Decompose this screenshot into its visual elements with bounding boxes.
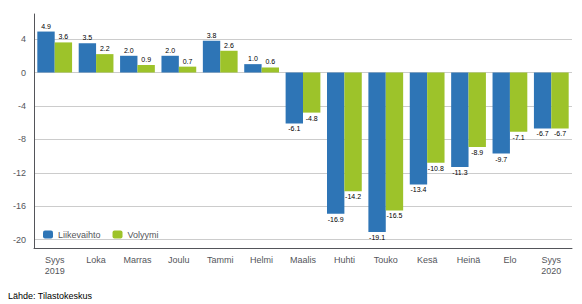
svg-text:Elo: Elo xyxy=(503,255,516,265)
svg-text:2.2: 2.2 xyxy=(100,45,110,52)
svg-text:-13.4: -13.4 xyxy=(410,186,426,193)
svg-text:1.0: 1.0 xyxy=(248,55,258,62)
svg-text:-16: -16 xyxy=(13,201,26,211)
svg-text:-8: -8 xyxy=(18,134,26,144)
svg-text:Maalis: Maalis xyxy=(290,255,317,265)
svg-text:Huhti: Huhti xyxy=(334,255,355,265)
svg-text:Lähde: Tilastokeskus: Lähde: Tilastokeskus xyxy=(8,291,93,301)
svg-text:0.7: 0.7 xyxy=(183,58,193,65)
svg-text:-6.1: -6.1 xyxy=(288,125,300,132)
svg-text:-4: -4 xyxy=(18,101,26,111)
svg-text:-7.1: -7.1 xyxy=(513,134,525,141)
svg-text:-14.2: -14.2 xyxy=(345,193,361,200)
svg-text:2.0: 2.0 xyxy=(165,47,175,54)
svg-text:2019: 2019 xyxy=(45,266,65,276)
svg-text:-6.7: -6.7 xyxy=(554,130,566,137)
svg-text:Tammi: Tammi xyxy=(207,255,234,265)
svg-text:4.9: 4.9 xyxy=(41,23,51,30)
svg-text:Marras: Marras xyxy=(123,255,152,265)
svg-text:2.0: 2.0 xyxy=(124,47,134,54)
svg-text:-12: -12 xyxy=(13,168,26,178)
svg-text:Heinä: Heinä xyxy=(457,255,481,265)
svg-text:Kesä: Kesä xyxy=(417,255,438,265)
svg-text:0.9: 0.9 xyxy=(141,56,151,63)
svg-text:-6.7: -6.7 xyxy=(537,130,549,137)
svg-text:-9.7: -9.7 xyxy=(495,156,507,163)
svg-text:0.6: 0.6 xyxy=(265,58,275,65)
svg-text:-8.9: -8.9 xyxy=(471,149,483,156)
svg-text:-16.9: -16.9 xyxy=(328,216,344,223)
svg-text:Touko: Touko xyxy=(374,255,398,265)
svg-text:Loka: Loka xyxy=(86,255,106,265)
svg-text:-4.8: -4.8 xyxy=(306,115,318,122)
svg-text:-19.1: -19.1 xyxy=(369,234,385,241)
svg-text:3.5: 3.5 xyxy=(83,34,93,41)
svg-text:Liikevaihto: Liikevaihto xyxy=(58,230,101,240)
svg-text:Volyymi: Volyymi xyxy=(128,230,159,240)
svg-text:2.6: 2.6 xyxy=(224,42,234,49)
svg-text:Helmi: Helmi xyxy=(250,255,273,265)
svg-text:0: 0 xyxy=(21,68,26,78)
svg-text:Syys: Syys xyxy=(542,255,562,265)
svg-text:-11.3: -11.3 xyxy=(452,169,468,176)
svg-text:Joulu: Joulu xyxy=(168,255,190,265)
svg-text:Syys: Syys xyxy=(45,255,65,265)
svg-text:3.8: 3.8 xyxy=(207,32,217,39)
svg-text:2020: 2020 xyxy=(541,266,561,276)
svg-text:-20: -20 xyxy=(13,235,26,245)
svg-text:3.6: 3.6 xyxy=(59,33,69,40)
svg-text:-16.5: -16.5 xyxy=(386,212,402,219)
svg-text:-10.8: -10.8 xyxy=(428,165,444,172)
svg-text:4: 4 xyxy=(21,34,26,44)
